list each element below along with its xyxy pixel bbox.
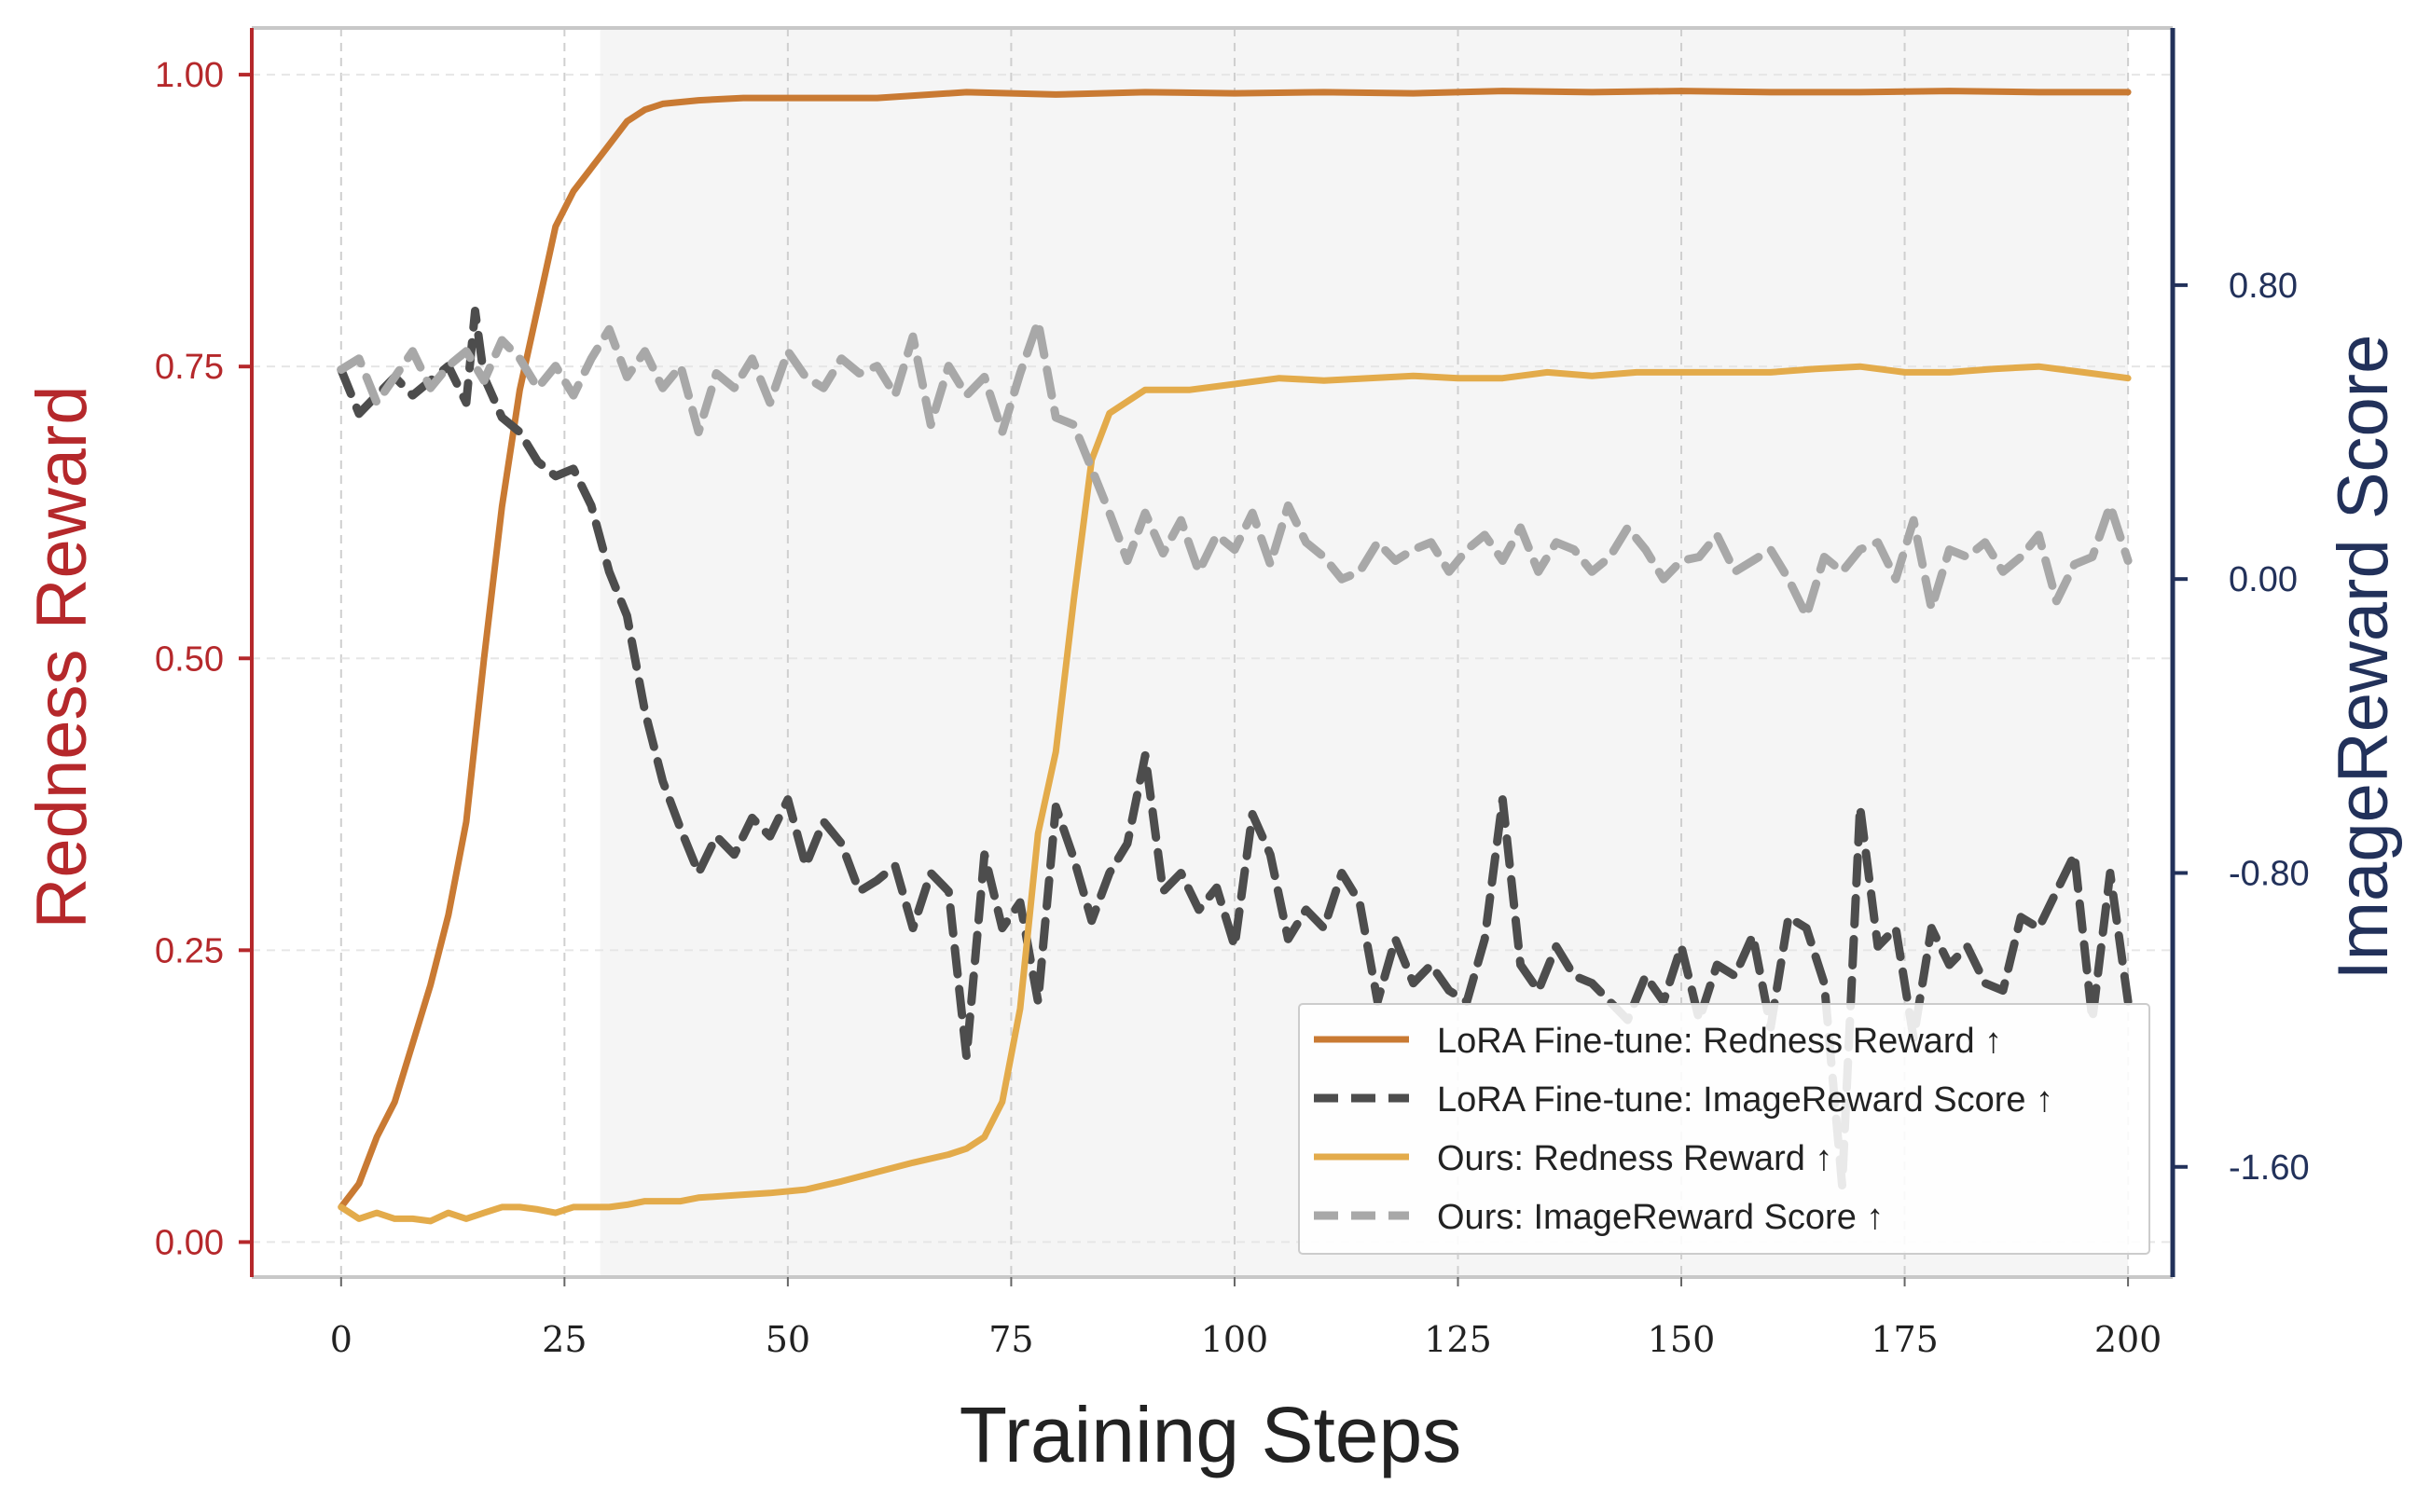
y-left-tick-label-3: 0.75 xyxy=(155,348,224,387)
y-right-tick-label-0: -1.60 xyxy=(2229,1148,2310,1188)
series-line-lora-redness xyxy=(338,88,2132,1211)
y-right-tick-label-1: -0.80 xyxy=(2229,854,2310,893)
x-tick-label-5: 125 xyxy=(1424,1319,1492,1360)
x-tick-label-0: 0 xyxy=(330,1319,352,1360)
x-tick-label-7: 175 xyxy=(1871,1319,1939,1360)
x-tick-label-1: 25 xyxy=(542,1319,587,1360)
x-tick-label-6: 150 xyxy=(1648,1319,1716,1360)
y-left-tick-label-4: 1.00 xyxy=(155,56,224,95)
y-left-tick-label-1: 0.25 xyxy=(155,931,224,970)
legend: LoRA Fine-tune: Redness Reward ↑ LoRA Fin… xyxy=(1298,1003,2150,1255)
x-tick-label-8: 200 xyxy=(2094,1319,2162,1360)
plot-frame-layer xyxy=(250,26,2175,1279)
x-tick-label-3: 75 xyxy=(988,1319,1033,1360)
legend-box xyxy=(1298,1003,2150,1255)
y-axis-right-label: ImageReward Score xyxy=(2324,335,2403,981)
axes-layer: 0 25 50 75 100 125 150 175 200 0.00 0.25 0.50 0.75 1.… xyxy=(155,56,2310,1360)
y-left-tick-label-0: 0.00 xyxy=(155,1223,224,1262)
legend-label-lora-imagereward: LoRA Fine-tune: ImageReward Score ↑ xyxy=(1437,1080,2053,1120)
legend-label-ours-redness: Ours: Redness Reward ↑ xyxy=(1437,1139,1833,1178)
y-right-tick-label-2: 0.00 xyxy=(2229,560,2298,599)
y-right-tick-label-3: 0.80 xyxy=(2229,267,2298,306)
x-tick-label-2: 50 xyxy=(766,1319,810,1360)
legend-label-lora-redness: LoRA Fine-tune: Redness Reward ↑ xyxy=(1437,1022,2002,1061)
series-line-ours-redness xyxy=(338,363,2132,1225)
y-axis-left-label: Redness Reward xyxy=(22,386,102,929)
legend-label-ours-imagereward: Ours: ImageReward Score ↑ xyxy=(1437,1198,1884,1237)
x-axis-label: Training Steps xyxy=(960,1391,1462,1478)
y-left-tick-label-2: 0.50 xyxy=(155,639,224,679)
series-line-ours-imagereward xyxy=(337,317,2133,621)
x-tick-label-4: 100 xyxy=(1201,1319,1269,1360)
